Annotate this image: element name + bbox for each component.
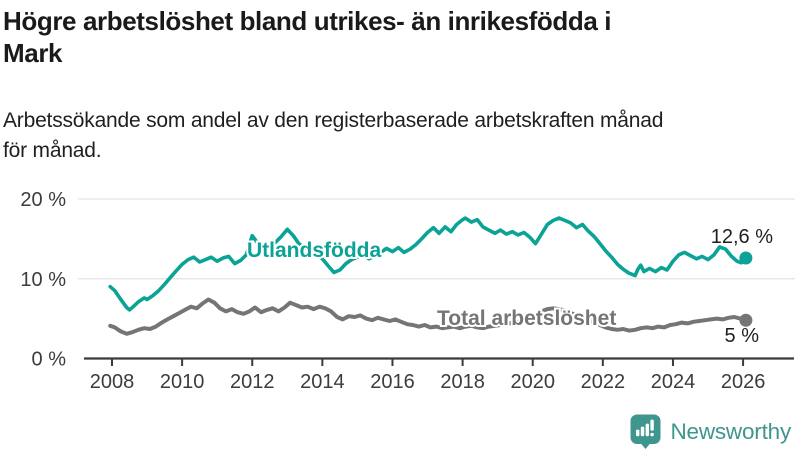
x-tick-label-2020: 2020 (510, 371, 555, 393)
chart-labels: Utlandsfödda Total arbetslöshet 12,6 % 5… (245, 226, 773, 347)
series-label-utlandsfodda: Utlandsfödda (247, 239, 381, 262)
chart-subtitle-line1: Arbetssökande som andel av den registerb… (3, 109, 664, 132)
newsworthy-logo-icon (630, 414, 661, 449)
series-end-dot-total-arbetsloshet (739, 313, 753, 327)
chart-subtitle-line2: för månad. (3, 139, 102, 162)
series-line-total-arbetsloshet (108, 297, 748, 336)
page-title-line1: Högre arbetslöshet bland utrikes- än inr… (3, 6, 612, 36)
page-title: Högre arbetslöshet bland utrikes- än inr… (3, 5, 797, 69)
end-value-utlandsfodda: 12,6 % (711, 226, 773, 248)
series-line-utlandsfodda (108, 216, 748, 312)
brand-name: Newsworthy (670, 418, 791, 444)
page-title-line2: Mark (3, 38, 63, 68)
chart-subtitle: Arbetssökande som andel av den registerb… (3, 106, 797, 166)
x-tick-label-2026: 2026 (721, 371, 766, 393)
x-tick-label-2014: 2014 (300, 371, 345, 393)
chart-series-lines (108, 216, 753, 336)
y-tick-label-10: 10 % (20, 269, 66, 291)
logo-barchart-glyph (636, 419, 655, 437)
end-value-total-arbetsloshet: 5 % (725, 325, 760, 347)
brand-footer: Newsworthy (630, 414, 791, 449)
series-label-total-arbetsloshet: Total arbetslöshet (437, 307, 616, 330)
x-tick-label-2016: 2016 (370, 371, 415, 393)
x-tick-label-2010: 2010 (160, 371, 205, 393)
x-tick-label-2022: 2022 (581, 371, 626, 393)
chart-grid-and-axes: 0 % 10 % 20 % 2008 2010 2012 2014 2016 2018 2020 2… (20, 189, 795, 393)
x-tick-label-2008: 2008 (90, 371, 135, 393)
y-tick-label-20: 20 % (20, 189, 66, 211)
x-tick-label-2018: 2018 (440, 371, 485, 393)
y-tick-label-0: 0 % (32, 349, 67, 371)
series-end-dot-utlandsfodda (739, 251, 753, 265)
x-tick-label-2012: 2012 (230, 371, 275, 393)
x-tick-label-2024: 2024 (651, 371, 696, 393)
